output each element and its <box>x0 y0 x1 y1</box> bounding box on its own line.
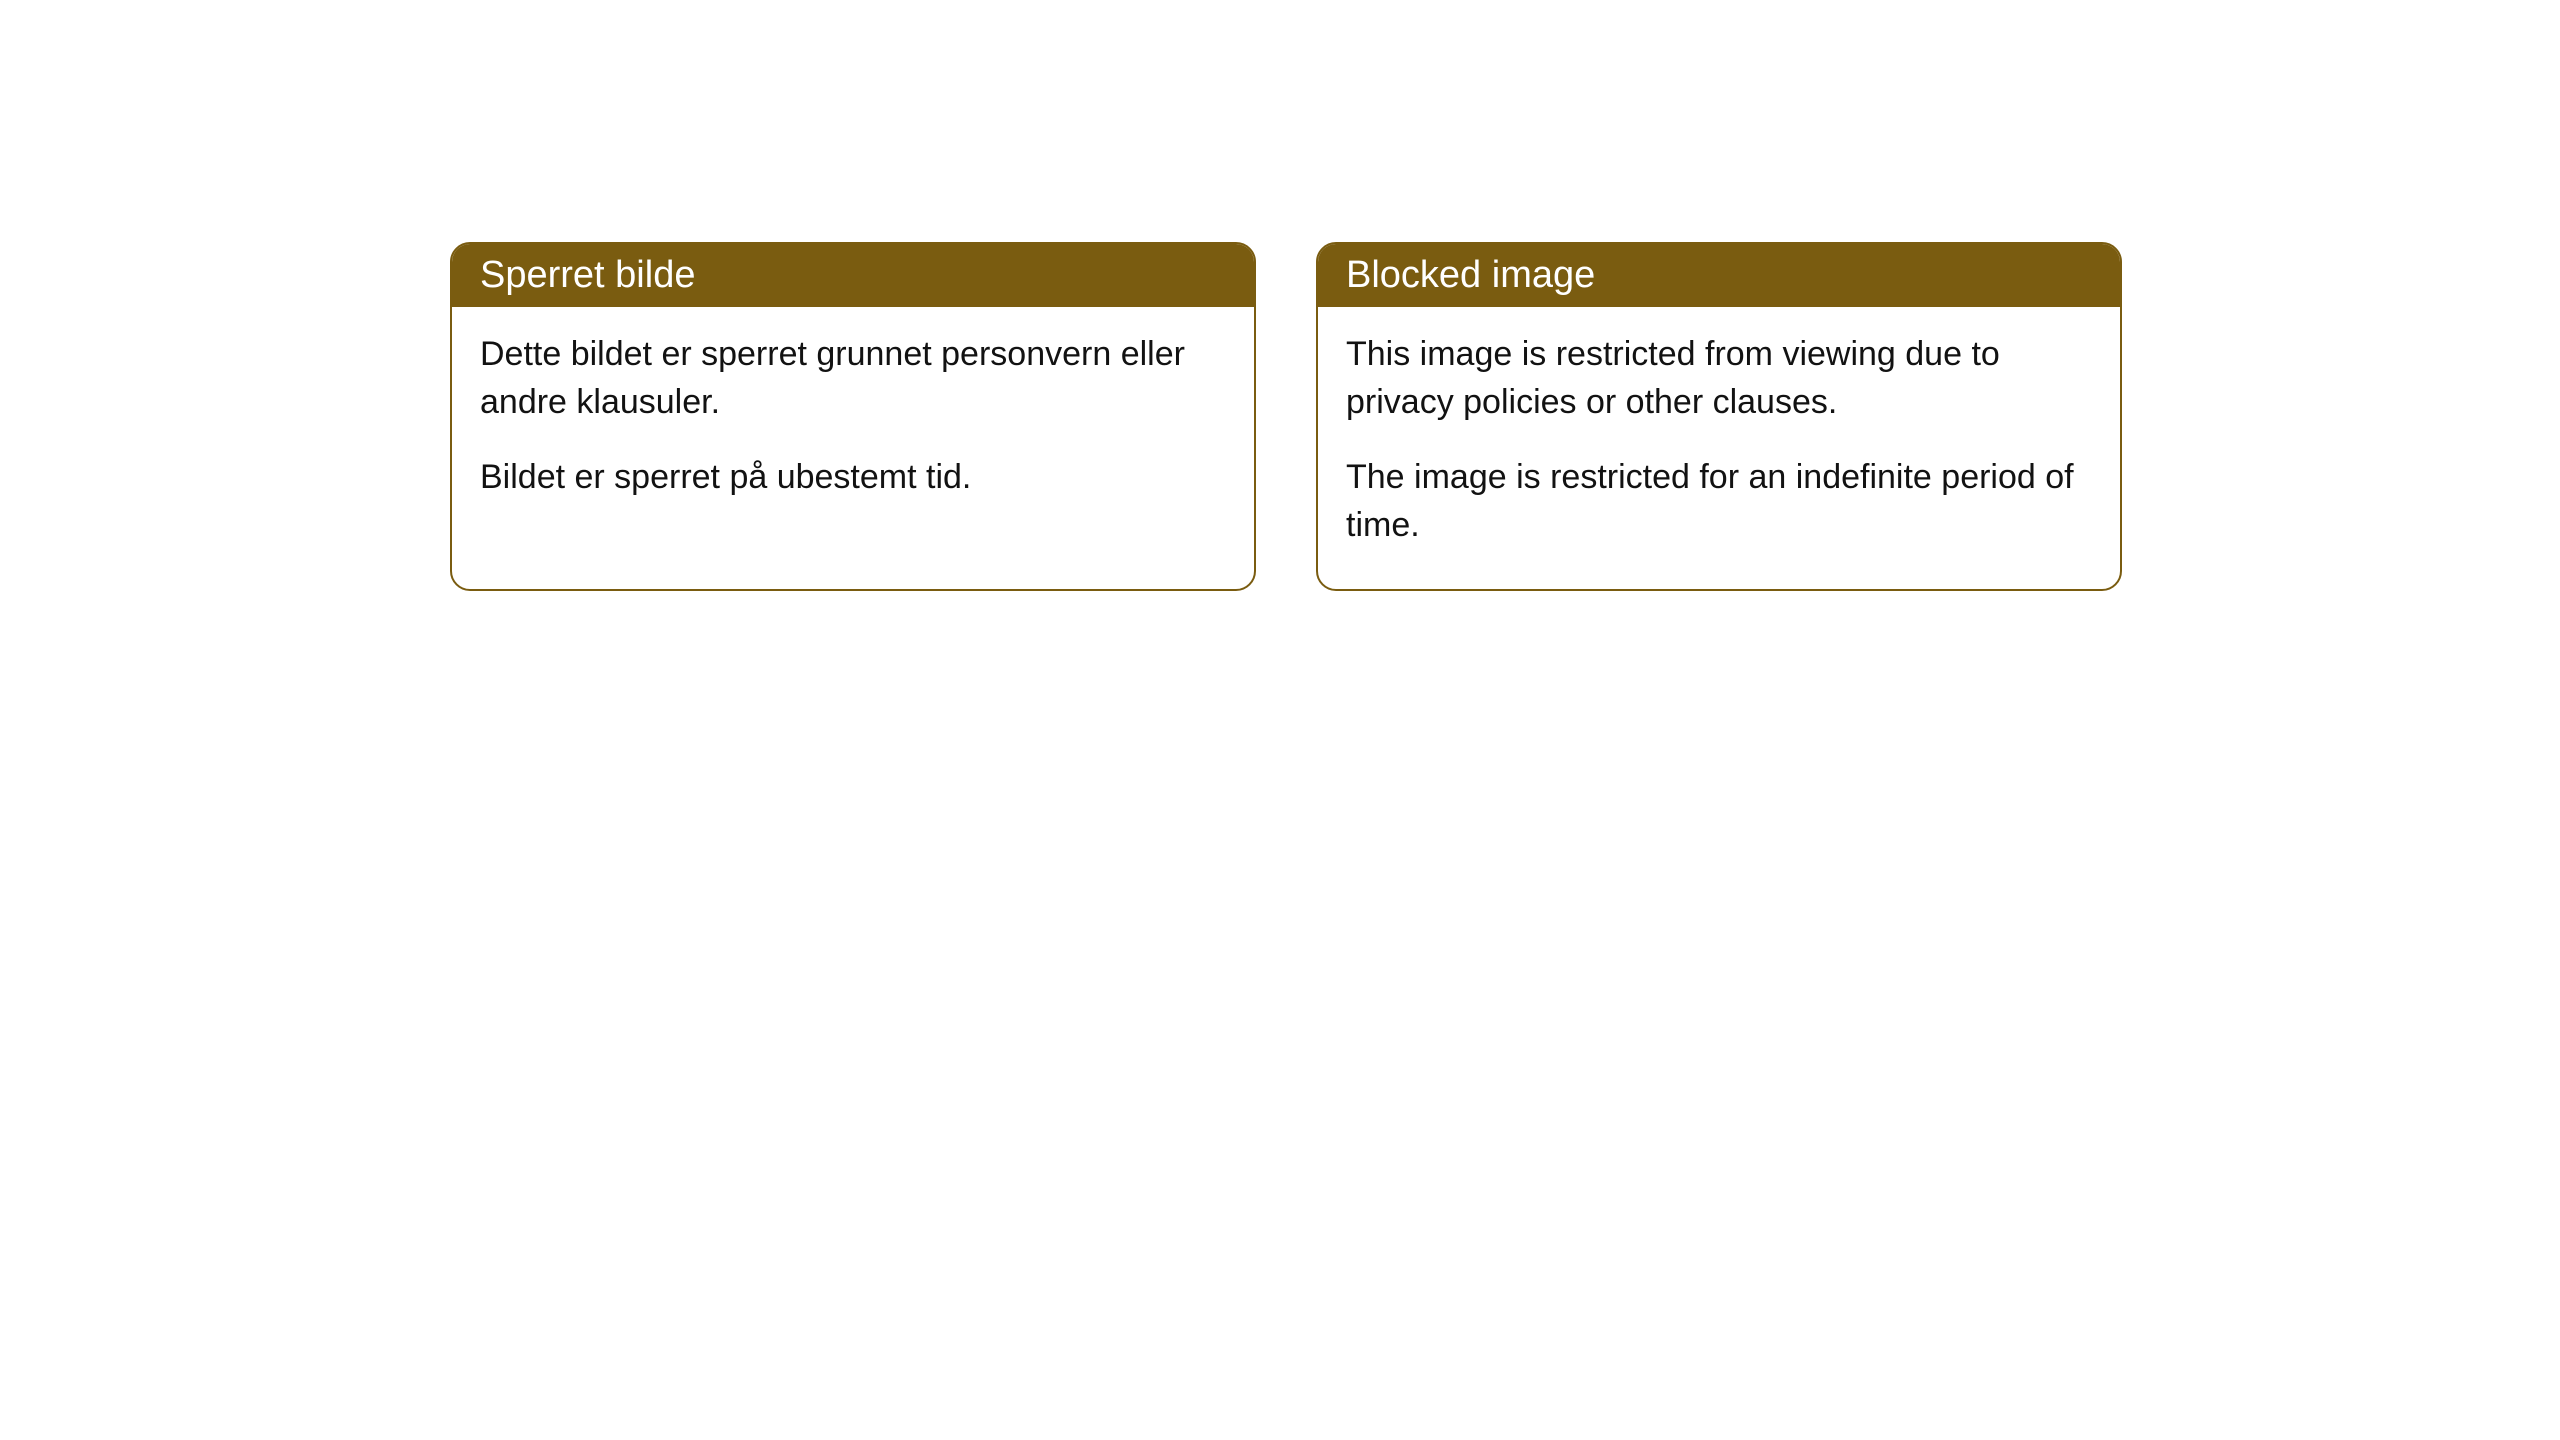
card-paragraph-1-english: This image is restricted from viewing du… <box>1346 331 2092 426</box>
info-cards-container: Sperret bilde Dette bildet er sperret gr… <box>450 242 2560 591</box>
card-body-norwegian: Dette bildet er sperret grunnet personve… <box>452 307 1254 542</box>
card-header-english: Blocked image <box>1318 244 2120 307</box>
card-paragraph-1-norwegian: Dette bildet er sperret grunnet personve… <box>480 331 1226 426</box>
card-paragraph-2-english: The image is restricted for an indefinit… <box>1346 454 2092 549</box>
blocked-image-card-norwegian: Sperret bilde Dette bildet er sperret gr… <box>450 242 1256 591</box>
card-paragraph-2-norwegian: Bildet er sperret på ubestemt tid. <box>480 454 1226 502</box>
card-body-english: This image is restricted from viewing du… <box>1318 307 2120 589</box>
card-header-norwegian: Sperret bilde <box>452 244 1254 307</box>
blocked-image-card-english: Blocked image This image is restricted f… <box>1316 242 2122 591</box>
